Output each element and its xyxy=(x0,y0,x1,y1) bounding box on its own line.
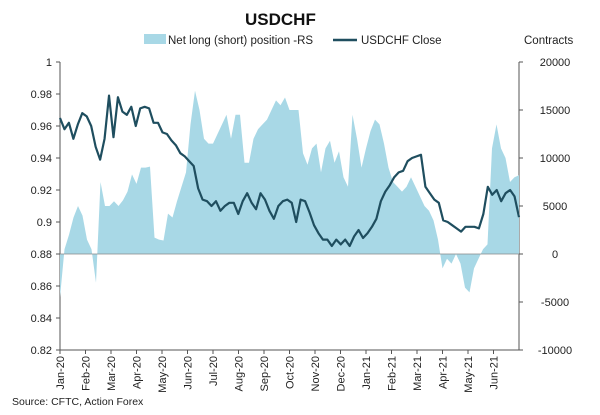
right-tick-label: 10000 xyxy=(540,153,571,165)
x-tick-label: Feb-20 xyxy=(81,356,93,391)
right-tick-label: 5000 xyxy=(543,201,567,213)
legend-line-label: USDCHF Close xyxy=(361,35,442,47)
left-tick-label: 0.82 xyxy=(31,345,52,357)
left-tick-label: 0.9 xyxy=(37,217,52,229)
x-tick-label: Apr-21 xyxy=(438,356,450,389)
left-tick-label: 0.88 xyxy=(31,249,52,261)
source-note: Source: CFTC, Action Forex xyxy=(12,396,144,408)
x-tick-label: Jul-20 xyxy=(208,356,220,386)
x-tick-label: Jan-20 xyxy=(55,356,67,390)
left-tick-label: 0.96 xyxy=(31,121,52,133)
x-tick-label: Dec-20 xyxy=(336,356,348,391)
x-tick-label: Nov-20 xyxy=(310,356,322,391)
right-tick-label: -10000 xyxy=(538,345,572,357)
left-tick-label: 0.98 xyxy=(31,89,52,101)
legend-area-swatch xyxy=(144,34,166,44)
x-tick-label: Oct-20 xyxy=(285,356,297,389)
x-tick-label: Jan-21 xyxy=(361,356,373,390)
right-tick-label: 0 xyxy=(552,249,558,261)
series-layer xyxy=(58,90,521,298)
net-position-area xyxy=(60,90,519,298)
x-tick-label: May-20 xyxy=(157,356,169,393)
chart-title: USDCHF xyxy=(245,10,316,29)
x-tick-label: Apr-20 xyxy=(132,356,144,389)
left-axis-ticks: 0.82 0.84 0.86 0.88 0.9 0.92 0.94 0.96 0.98 1 xyxy=(31,57,60,357)
x-tick-label: Mar-20 xyxy=(106,356,118,391)
x-tick-label: Feb-21 xyxy=(387,356,399,391)
left-tick-label: 0.86 xyxy=(31,281,52,293)
x-tick-label: Mar-21 xyxy=(412,356,424,391)
x-tick-label: Aug-20 xyxy=(234,356,246,391)
legend: Net long (short) position -RS USDCHF Clo… xyxy=(144,34,442,47)
x-tick-label: May-21 xyxy=(463,356,475,393)
right-tick-label: 20000 xyxy=(540,57,571,69)
usdchf-close-line xyxy=(58,94,521,248)
left-tick-label: 0.92 xyxy=(31,185,52,197)
right-tick-label: -5000 xyxy=(541,297,569,309)
x-tick-label: Sep-20 xyxy=(259,356,271,391)
right-tick-label: 15000 xyxy=(540,105,571,117)
right-axis-ticks: -10000 -5000 0 5000 10000 15000 20000 xyxy=(519,57,572,357)
right-axis-title: Contracts xyxy=(524,35,573,47)
x-tick-label: Jun-21 xyxy=(489,356,501,390)
left-tick-label: 0.84 xyxy=(31,313,52,325)
legend-area-label: Net long (short) position -RS xyxy=(168,35,313,47)
x-tick-label: Jun-20 xyxy=(183,356,195,390)
x-axis-ticks: Jan-20 Feb-20 Mar-20 Apr-20 May-20 Jun-20 Jul-… xyxy=(55,350,501,393)
left-tick-label: 1 xyxy=(46,57,52,69)
left-tick-label: 0.94 xyxy=(31,153,52,165)
